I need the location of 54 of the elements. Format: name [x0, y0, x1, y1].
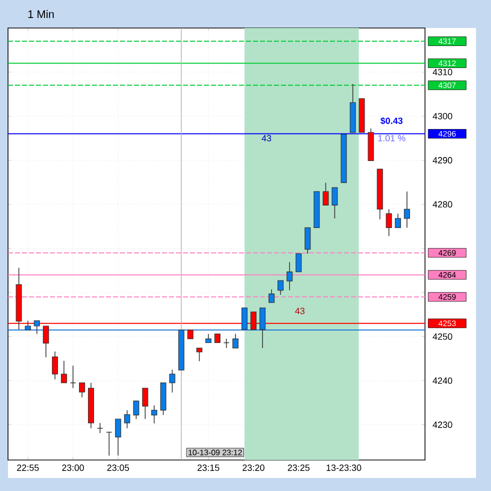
ref-line-label: 4259	[438, 294, 456, 300]
x-tick-label: 23:25	[288, 464, 310, 471]
annotation: 1.01 %	[378, 134, 406, 142]
y-tick-label: 4310	[432, 68, 452, 76]
ref-line-label: 4269	[438, 250, 456, 256]
annotation: 43	[295, 308, 305, 314]
candlestick	[232, 334, 238, 348]
candlestick	[142, 388, 148, 420]
x-tick-label: 23:20	[242, 464, 264, 471]
x-tick-label: 13-23:30	[326, 464, 362, 471]
chart-title: 1 Min	[28, 10, 54, 18]
y-tick-label: 4230	[432, 422, 452, 428]
candlestick	[394, 213, 401, 228]
candlestick	[52, 351, 58, 380]
candlestick	[404, 191, 410, 228]
candlestick	[278, 280, 284, 296]
candlestick	[286, 262, 293, 291]
candlestick	[386, 208, 392, 236]
annotation: $0.43	[380, 117, 403, 125]
candlestick	[296, 253, 302, 272]
ref-line-label: 4253	[438, 320, 456, 326]
x-tick-label: 23:05	[107, 464, 129, 471]
candlestick	[151, 404, 158, 424]
ref-line-label: 4312	[438, 60, 456, 66]
y-tick-label: 4300	[432, 112, 452, 120]
ref-line-label: 4317	[438, 38, 456, 44]
candlestick	[241, 308, 248, 330]
candlestick	[196, 348, 202, 362]
candlestick	[304, 227, 311, 254]
y-tick-label: 4240	[432, 377, 452, 384]
candlestick	[115, 418, 122, 456]
annotation: 43	[262, 134, 272, 142]
x-tick-label: 23:00	[62, 464, 84, 471]
x-tick-label: 22:55	[17, 464, 39, 471]
candlestick	[332, 187, 338, 219]
candlestick	[34, 320, 40, 334]
candlestick	[60, 360, 67, 384]
candlestick	[260, 308, 266, 348]
candlestick	[79, 382, 86, 398]
x-tick-label: 23:15	[198, 464, 220, 471]
ref-line-label: 10-13-09 23:12	[188, 450, 242, 456]
candlestick	[268, 289, 275, 304]
candlestick	[169, 369, 176, 393]
candlestick	[24, 320, 31, 330]
ref-line-label: 4264	[438, 272, 456, 278]
y-tick-label: 4280	[432, 201, 452, 208]
candlestick	[133, 400, 140, 420]
ref-line-label: 4307	[438, 82, 456, 88]
y-tick-label: 4290	[432, 157, 452, 164]
candlestick	[322, 182, 329, 206]
candlestick	[124, 410, 130, 429]
ref-line-label: 4296	[438, 130, 456, 137]
y-tick-label: 4250	[432, 333, 452, 340]
candlestick	[70, 365, 76, 389]
